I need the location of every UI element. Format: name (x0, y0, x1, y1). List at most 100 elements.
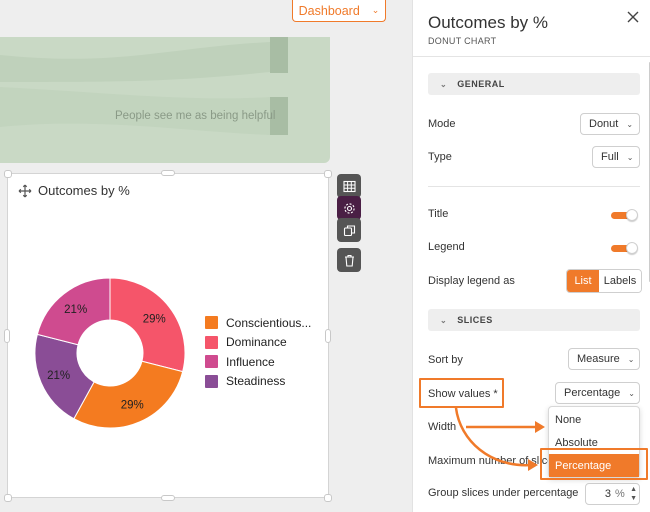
resize-handle[interactable] (4, 329, 10, 343)
group-slices-stepper[interactable]: 3 % ▲ ▼ (585, 483, 640, 505)
type-label: Type (428, 151, 452, 163)
max-slices-label: Maximum number of slice (428, 455, 548, 467)
resize-handle[interactable] (161, 170, 175, 176)
resize-handle[interactable] (161, 495, 175, 501)
chart-legend: Conscientious... Dominance Influence Ste… (205, 313, 311, 391)
slice-value-label: 29% (143, 314, 166, 326)
width-label: Width (428, 421, 457, 433)
chevron-down-icon: ⌄ (371, 5, 380, 15)
legend-label: Conscientious... (226, 315, 312, 330)
duplicate-button[interactable] (337, 218, 361, 242)
sort-by-label: Sort by (428, 354, 463, 366)
move-icon[interactable] (18, 184, 32, 198)
table-icon (342, 180, 356, 192)
donut-widget[interactable]: Outcomes by % 29% 29% 21% 21% Conscientious… (4, 170, 332, 502)
display-legend-list-button[interactable]: List (567, 270, 599, 292)
group-slices-label: Group slices under percentage (428, 487, 579, 499)
legend-item: Influence (205, 352, 311, 372)
copy-icon (343, 224, 355, 236)
sort-by-select[interactable]: Measure ⌄ (568, 348, 640, 370)
toggle-knob (626, 209, 638, 221)
dashboard-dropdown-button[interactable]: Dashboard ⌄ (292, 0, 386, 22)
show-values-dropdown: None Absolute Percentage (548, 406, 640, 478)
mode-value: Donut (589, 118, 619, 130)
gear-icon (343, 202, 355, 214)
show-values-value: Percentage (564, 387, 621, 399)
divider (428, 186, 640, 187)
toggle-knob (626, 242, 638, 254)
type-select[interactable]: Full ⌄ (592, 146, 640, 168)
display-legend-labels-button[interactable]: Labels (599, 270, 641, 292)
highlight-box (419, 378, 504, 408)
resize-handle[interactable] (324, 170, 332, 178)
legend-item: Steadiness (205, 372, 311, 392)
sankey-widget[interactable]: People see me as being helpful (0, 37, 330, 163)
show-values-select[interactable]: Percentage ⌄ (555, 382, 640, 404)
toggle-track (611, 245, 637, 252)
slice-value-label: 21% (47, 370, 70, 382)
chevron-down-icon: ⌄ (626, 119, 634, 129)
chevron-down-icon: ⌄ (626, 152, 634, 162)
widget-title: Outcomes by % (38, 183, 130, 198)
legend-swatch (205, 355, 218, 369)
delete-button[interactable] (337, 248, 361, 272)
slice-value-label: 29% (121, 399, 144, 411)
stepper-arrows[interactable]: ▲ ▼ (630, 485, 637, 503)
resize-handle[interactable] (324, 494, 332, 502)
table-view-button[interactable] (337, 174, 361, 198)
group-slices-value[interactable]: 3 (604, 488, 611, 500)
display-legend-segmented: List Labels (566, 269, 642, 293)
chevron-down-icon: ⌄ (628, 388, 635, 398)
sankey-node (270, 37, 288, 73)
section-label: GENERAL (457, 79, 505, 89)
title-label: Title (428, 208, 449, 220)
trash-icon (344, 254, 354, 267)
panel-title: Outcomes by % (428, 13, 548, 32)
mode-label: Mode (428, 118, 456, 130)
sankey-chart (0, 37, 288, 135)
sort-by-value: Measure (577, 353, 620, 365)
display-legend-label: Display legend as (428, 275, 515, 287)
legend-label: Steadiness (226, 374, 286, 389)
section-label: SLICES (457, 315, 493, 325)
legend-label: Legend (428, 241, 465, 253)
title-toggle[interactable] (611, 209, 639, 221)
widget-header: Outcomes by % (18, 183, 130, 198)
dropdown-option-none[interactable]: None (555, 414, 582, 426)
show-values-label: Show values * (428, 388, 498, 400)
mode-select[interactable]: Donut ⌄ (580, 113, 640, 135)
resize-handle[interactable] (4, 170, 12, 178)
highlight-box (540, 448, 648, 480)
donut-slice[interactable] (109, 277, 186, 373)
chevron-up-icon[interactable]: ▲ (630, 486, 637, 493)
toggle-track (611, 212, 637, 219)
dropdown-option-percentage[interactable]: Percentage (549, 454, 639, 477)
resize-handle[interactable] (4, 494, 12, 502)
legend-swatch (205, 316, 218, 330)
close-icon[interactable] (626, 10, 640, 24)
legend-toggle[interactable] (611, 242, 639, 254)
legend-item: Dominance (205, 333, 311, 353)
settings-button[interactable] (337, 196, 361, 220)
donut-slice[interactable] (73, 360, 184, 429)
resize-handle[interactable] (325, 329, 331, 343)
chevron-down-icon[interactable]: ▼ (630, 495, 637, 502)
section-general[interactable]: ⌄ GENERAL (428, 73, 640, 95)
dashboard-label: Dashboard (298, 3, 360, 18)
donut-chart: 29% 29% 21% 21% (34, 277, 186, 429)
section-slices[interactable]: ⌄ SLICES (428, 309, 640, 331)
sankey-node-label: People see me as being helpful (115, 110, 276, 122)
panel-subtitle: DONUT CHART (428, 36, 497, 46)
chevron-down-icon: ⌄ (627, 354, 635, 364)
chevron-down-icon: ⌄ (440, 315, 448, 325)
type-value: Full (601, 151, 619, 163)
slice-value-label: 21% (64, 304, 87, 316)
chevron-down-icon: ⌄ (440, 79, 448, 89)
dropdown-option-absolute[interactable]: Absolute (555, 437, 598, 449)
percent-unit: % (615, 488, 625, 500)
legend-swatch (205, 374, 218, 388)
sankey-node (270, 97, 288, 135)
legend-label: Influence (226, 354, 275, 369)
donut-slice[interactable] (36, 277, 111, 346)
legend-item: Conscientious... (205, 313, 311, 333)
